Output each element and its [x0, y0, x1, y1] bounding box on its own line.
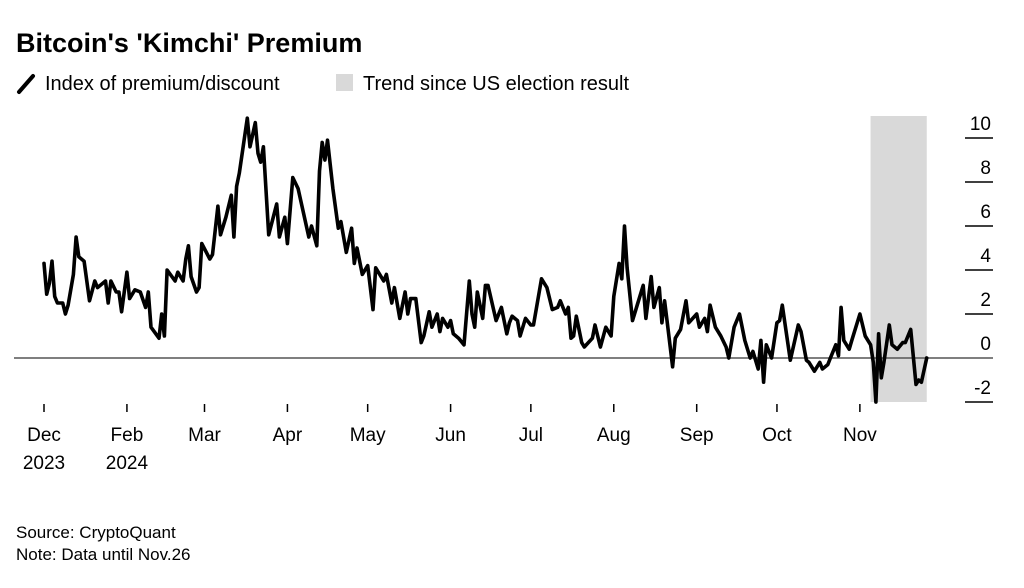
legend: Index of premium/discount Trend since US…: [17, 73, 629, 95]
x-tick-label: Oct: [762, 425, 792, 446]
x-tick-label: Dec: [27, 425, 61, 446]
x-tick-label: Feb: [111, 425, 144, 446]
legend-label-index: Index of premium/discount: [45, 73, 280, 95]
y-tick-label: -2: [974, 378, 991, 399]
y-tick-label: 2: [980, 290, 991, 311]
y-tick-label: 6: [980, 202, 991, 223]
x-tick-label: Aug: [597, 425, 631, 446]
x-tick-sublabel: 2024: [106, 453, 149, 474]
y-tick-label: 4: [980, 246, 991, 267]
x-tick-label: Apr: [273, 425, 303, 446]
line-slash-icon: [17, 74, 35, 94]
y-tick-label: 8: [980, 158, 991, 179]
x-tick-label: Sep: [680, 425, 714, 446]
data-note: Note: Data until Nov.26: [16, 545, 191, 564]
series-line-premium-index: [42, 116, 929, 404]
source-note: Source: CryptoQuant: [16, 523, 176, 542]
shaded-square-icon: [336, 74, 353, 91]
x-tick-label: Mar: [188, 425, 221, 446]
y-tick-label: 10: [970, 114, 991, 135]
x-tick-label: May: [350, 425, 386, 446]
x-tick-label: Nov: [843, 425, 877, 446]
legend-label-trend: Trend since US election result: [363, 73, 629, 95]
x-tick-label: Jul: [519, 425, 543, 446]
x-tick-label: Jun: [435, 425, 466, 446]
chart-title: Bitcoin's 'Kimchi' Premium: [16, 28, 362, 58]
x-tick-sublabel: 2023: [23, 453, 65, 474]
y-tick-label: 0: [980, 334, 991, 355]
